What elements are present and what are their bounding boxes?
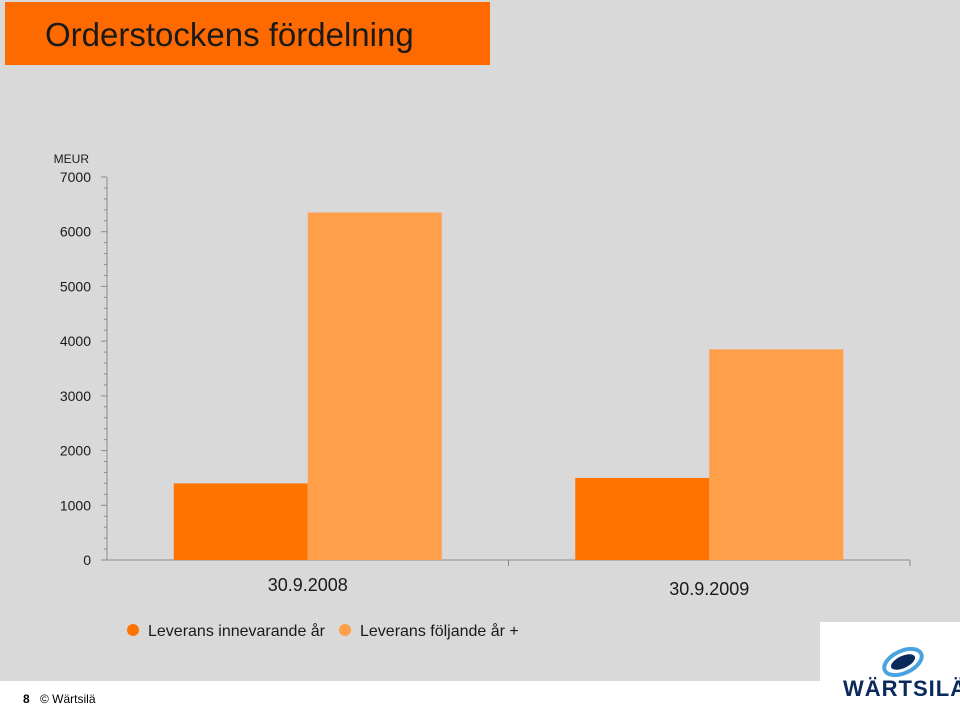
x-tick-label: 30.9.2009 [669,579,749,599]
title-banner: Orderstockens fördelning [5,2,490,65]
wartsila-logo-icon [882,646,924,678]
legend-label: Leverans innevarande år [148,622,326,640]
y-tick-label: 7000 [60,169,91,185]
bar-chart: 0 1000 2000 3000 4000 5000 6000 7000 MEUR 30.9.20… [54,152,911,640]
y-tick-label: 6000 [60,224,91,240]
bar-current-year [173,483,308,560]
y-tick-label: 4000 [60,333,91,349]
chart-labels: 0 1000 2000 3000 4000 5000 6000 7000 MEUR 30.9.20… [54,152,750,599]
legend-label: Leverans följande år + [360,622,519,640]
y-tick-label: 0 [83,552,91,568]
y-tick-label: 1000 [60,497,91,513]
y-tick-label: 2000 [60,443,91,459]
legend-marker [339,624,351,636]
chart-bars [173,212,844,561]
bar-current-year [575,477,710,560]
bar-following-year [307,212,442,561]
page-title: Orderstockens fördelning [45,16,414,53]
copyright-text: © Wärtsilä [40,692,96,706]
y-unit-label: MEUR [54,152,90,166]
x-tick-label: 30.9.2008 [268,575,348,595]
y-tick-label: 3000 [60,388,91,404]
y-tick-label: 5000 [60,278,91,294]
logo-wordmark: WÄRTSILÄ [843,676,960,701]
page-number: 8 [23,692,30,706]
chart-legend: Leverans innevarande år Leverans följande… [127,622,519,640]
bar-following-year [709,349,844,560]
legend-marker [127,624,139,636]
footer-bar [0,681,960,718]
logo-panel [820,622,960,718]
